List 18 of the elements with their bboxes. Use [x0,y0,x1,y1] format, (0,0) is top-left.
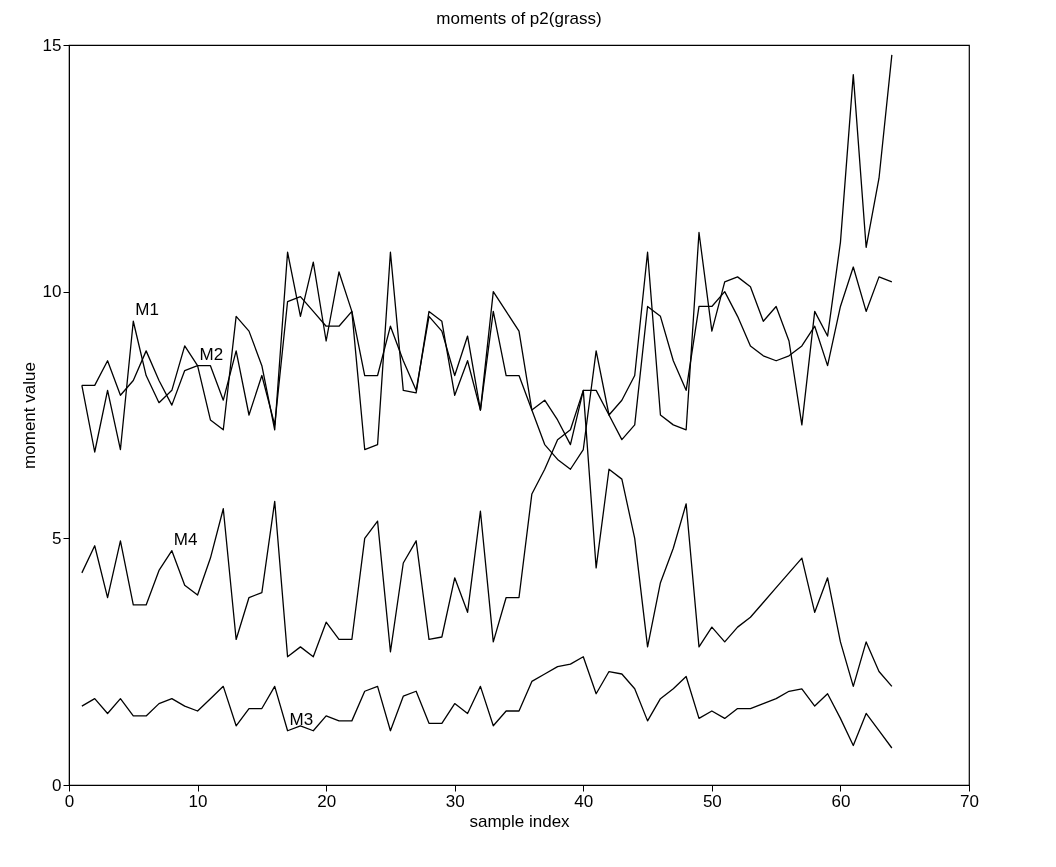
y-tick-label: 5 [52,528,62,548]
x-tick-label: 10 [188,791,208,811]
chart-title: moments of p2(grass) [436,9,602,28]
x-axis-title: sample index [469,811,571,831]
x-tick-label: 70 [960,791,979,811]
x-tick-label: 30 [445,791,465,811]
y-tick-label: 0 [52,775,62,795]
series-label: M4 [173,529,198,549]
y-tick-label: 15 [42,35,62,55]
series-label: M3 [289,709,314,729]
series-label: M2 [199,344,224,364]
series-label: M1 [135,300,159,320]
y-tick-label: 10 [42,282,62,302]
y-axis-title: moment value [19,362,39,469]
x-tick-label: 20 [317,791,337,811]
x-tick-label: 40 [574,791,594,811]
x-tick-label: 60 [831,791,851,811]
x-tick-label: 50 [702,791,722,811]
